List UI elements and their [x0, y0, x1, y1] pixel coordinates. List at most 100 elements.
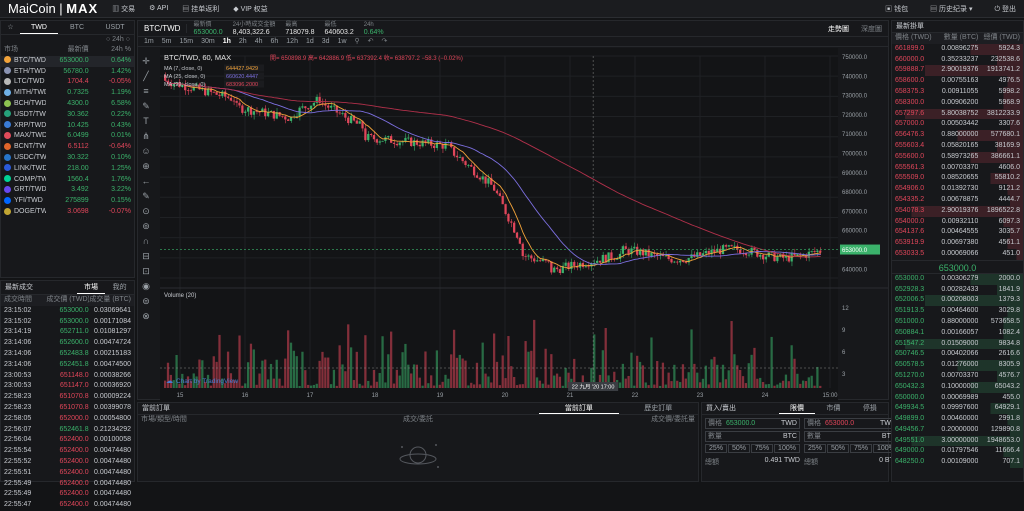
- drawing-tool-icon[interactable]: ≡: [143, 86, 148, 96]
- orderbook-row[interactable]: 656476.3 0.88000000 577680.1: [892, 130, 1023, 141]
- tab-order-history[interactable]: 歷史訂單: [644, 405, 673, 412]
- drawing-tool-icon[interactable]: ←: [142, 176, 151, 186]
- orderbook-row[interactable]: 658600.0 0.00755163 4976.5: [892, 76, 1023, 87]
- buy-amount-field[interactable]: 數量 BTC: [705, 431, 800, 442]
- undo-icon[interactable]: ↶: [367, 38, 374, 45]
- drawing-tool-icon[interactable]: ◉: [142, 281, 150, 291]
- nav-trade[interactable]: ▥ 交易: [112, 5, 136, 13]
- interval-3d[interactable]: 3d: [321, 38, 330, 45]
- drawing-tool-icon[interactable]: ✎: [142, 101, 150, 111]
- history-link[interactable]: ▤ 历史纪录 ▾: [930, 6, 973, 13]
- orderbook-row[interactable]: 654335.2 0.00678875 4444.7: [892, 194, 1023, 206]
- orderbook-row[interactable]: 649000.0 0.01797546 11666.4: [892, 446, 1023, 458]
- orderbook-row[interactable]: 649899.0 0.00460000 2991.8: [892, 414, 1023, 425]
- redo-icon[interactable]: ↷: [381, 38, 388, 45]
- market-row[interactable]: DOGE/TWD 3.0698 -0.07%: [1, 207, 134, 218]
- sell-amount-field[interactable]: 數量 BTC: [803, 431, 899, 442]
- orderbook-row[interactable]: 651270.0 0.00703370 4576.7: [892, 370, 1023, 382]
- wallet-link[interactable]: ▣ 钱包: [885, 6, 909, 13]
- sell-pct-25[interactable]: 25%: [803, 444, 826, 453]
- chart-pair-tab[interactable]: BTC/TWD: [138, 24, 188, 33]
- orderbook-row[interactable]: 654906.0 0.01392730 9121.2: [892, 184, 1023, 195]
- logo[interactable]: MaiCoin | MAX: [8, 1, 99, 16]
- orderbook-row[interactable]: 657000.0 0.00503442 3307.6: [892, 119, 1023, 131]
- orderbook-row[interactable]: 654137.6 0.00464555 3035.7: [892, 227, 1023, 239]
- drawing-tool-icon[interactable]: ∩: [143, 236, 149, 246]
- drawing-tool-icon[interactable]: ✛: [142, 56, 150, 66]
- sell-pct-50[interactable]: 50%: [826, 444, 849, 453]
- drawing-tool-icon[interactable]: T: [143, 116, 149, 126]
- tab-limit[interactable]: 限價: [778, 403, 816, 414]
- orderbook-row[interactable]: 655509.0 0.08520655 55810.2: [892, 173, 1023, 185]
- orderbook-row[interactable]: 650000.0 0.00069989 455.0: [892, 392, 1023, 404]
- view-candles-tab[interactable]: 走勢圖: [828, 25, 849, 33]
- orderbook-row[interactable]: 655561.3 0.00703370 4606.0: [892, 162, 1023, 174]
- orderbook-row[interactable]: 653033.5 0.00069066 451.0: [892, 248, 1023, 260]
- sell-pct-75[interactable]: 75%: [849, 444, 872, 453]
- drawing-tool-icon[interactable]: ⊟: [142, 251, 150, 261]
- market-row[interactable]: BTC/TWD 653000.0 0.64%: [1, 55, 134, 67]
- drawing-tool-icon[interactable]: ✎: [142, 191, 150, 201]
- market-row[interactable]: YFI/TWD 275899 0.15%: [1, 196, 134, 207]
- drawing-tool-icon[interactable]: ⋔: [142, 131, 150, 141]
- nav-api[interactable]: ⚙ API: [149, 4, 169, 12]
- orderbook-row[interactable]: 654078.3 2.90019376 1896522.8: [892, 205, 1023, 217]
- drawing-tool-icon[interactable]: ╱: [142, 70, 149, 82]
- price-chart[interactable]: ✛ ╱ ≡ ✎ T ⋔ ☺ ⊕ ← ✎ ⊙ ⊚ ∩ ⊟ ⊡ ◉ ⊜ ⊗ 15 16 17 18 19 20 21 22 23 24 15…: [138, 48, 888, 400]
- drawing-tool-icon[interactable]: ⊡: [142, 266, 150, 276]
- interval-12h[interactable]: 12h: [286, 38, 298, 45]
- market-row[interactable]: USDC/TWD 30.322 0.10%: [1, 153, 134, 164]
- favorite-star-icon[interactable]: ☆: [7, 24, 14, 31]
- tab-usdt[interactable]: USDT: [105, 24, 125, 31]
- market-row[interactable]: ETH/TWD 56780.0 1.42%: [1, 67, 134, 78]
- drawing-tool-icon[interactable]: ☺: [141, 146, 150, 156]
- drawing-tool-icon[interactable]: ⊗: [142, 311, 150, 321]
- orderbook-row[interactable]: 650746.5 0.00402066 2616.6: [892, 349, 1023, 361]
- orderbook-row[interactable]: 654000.0 0.00932110 6097.3: [892, 216, 1023, 228]
- drawing-tool-icon[interactable]: ⊙: [142, 206, 150, 216]
- interval-1d[interactable]: 1d: [305, 38, 314, 45]
- interval-1m[interactable]: 1m: [144, 38, 154, 45]
- market-row[interactable]: BCNT/TWD 6.5112 -0.64%: [1, 142, 134, 153]
- market-row[interactable]: LTC/TWD 1704.4 -0.05%: [1, 77, 134, 88]
- orderbook-row[interactable]: 655603.4 0.05820165 38169.9: [892, 140, 1023, 152]
- interval-15m[interactable]: 15m: [179, 38, 194, 45]
- buy-pct-75[interactable]: 75%: [751, 444, 774, 453]
- logout-link[interactable]: ⏻ 登出: [994, 6, 1016, 13]
- orderbook-row[interactable]: 649934.5 0.09997600 64929.1: [892, 403, 1023, 415]
- market-row[interactable]: COMP/TWD 1560.4 1.76%: [1, 175, 134, 186]
- interval-5m[interactable]: 5m: [161, 38, 172, 45]
- orderbook-row[interactable]: 648250.0 0.00109000 707.1: [892, 457, 1023, 469]
- nav-rebate[interactable]: ▤ 挂单返利: [182, 5, 220, 13]
- orderbook-row[interactable]: 652006.5 0.00208003 1379.3: [892, 295, 1023, 307]
- interval-30m[interactable]: 30m: [201, 38, 215, 45]
- market-row[interactable]: USDT/TWD 30.362 0.22%: [1, 110, 134, 121]
- tab-open-orders[interactable]: 當前訂單: [539, 403, 619, 414]
- tab-btc[interactable]: BTC: [70, 24, 84, 31]
- nav-vip[interactable]: ◆ VIP 权益: [233, 5, 268, 13]
- orderbook-row[interactable]: 658375.3 0.00911055 5998.2: [892, 86, 1023, 98]
- orderbook-row[interactable]: 653000.0 0.00306279 2000.0: [892, 273, 1023, 285]
- orderbook-row[interactable]: 659888.7 2.90019376 1913741.2: [892, 65, 1023, 77]
- tab-my-trades[interactable]: 我的: [112, 284, 127, 291]
- market-row[interactable]: LINK/TWD 218.00 1.25%: [1, 164, 134, 175]
- orderbook-row[interactable]: 650578.5 0.01276000 8305.9: [892, 360, 1023, 371]
- orderbook-row[interactable]: 657297.6 5.80038752 3812233.9: [892, 108, 1023, 120]
- market-row[interactable]: BCH/TWD 4300.0 6.58%: [1, 99, 134, 110]
- orderbook-row[interactable]: 651913.5 0.00464600 3029.8: [892, 306, 1023, 317]
- drawing-tool-icon[interactable]: ⊜: [142, 296, 150, 306]
- orderbook-row[interactable]: 651547.2 0.01509000 9834.8: [892, 338, 1023, 350]
- interval-6h[interactable]: 6h: [270, 38, 279, 45]
- interval-1h[interactable]: 1h: [222, 38, 231, 45]
- tab-market-trades[interactable]: 市場: [76, 281, 106, 294]
- orderbook-row[interactable]: 650432.3 0.10000000 65043.2: [892, 381, 1023, 393]
- orderbook-row[interactable]: 650884.1 0.00166057 1082.4: [892, 327, 1023, 339]
- orderbook-row[interactable]: 652928.3 0.00282433 1841.9: [892, 284, 1023, 296]
- indicators-icon[interactable]: ⚲: [354, 38, 360, 45]
- sell-price-field[interactable]: 價格 653000.0 TWD: [803, 418, 899, 429]
- view-depth-tab[interactable]: 深度圖: [861, 25, 882, 33]
- range-toggle[interactable]: ○ 24h ○: [105, 36, 130, 43]
- buy-price-field[interactable]: 價格 653000.0 TWD: [705, 418, 800, 429]
- tab-stop[interactable]: 停損: [862, 405, 877, 412]
- market-row[interactable]: MITH/TWD 0.7325 1.19%: [1, 88, 134, 99]
